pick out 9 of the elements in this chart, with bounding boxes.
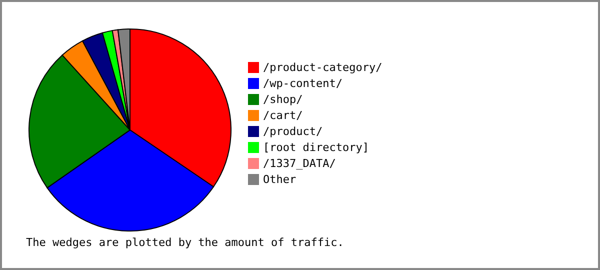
legend-label: [root directory] — [263, 141, 369, 154]
legend-label: /product/ — [263, 125, 323, 138]
legend-label: /cart/ — [263, 109, 303, 122]
legend-label: /shop/ — [263, 93, 303, 106]
text: The wedges are plotted by the amount of traffic. — [26, 236, 344, 249]
legend-label: /1337_DATA/ — [263, 157, 336, 170]
legend-label: /wp-content/ — [263, 77, 342, 90]
legend-label: /product-category/ — [263, 61, 382, 74]
legend-label: Other — [263, 173, 296, 186]
